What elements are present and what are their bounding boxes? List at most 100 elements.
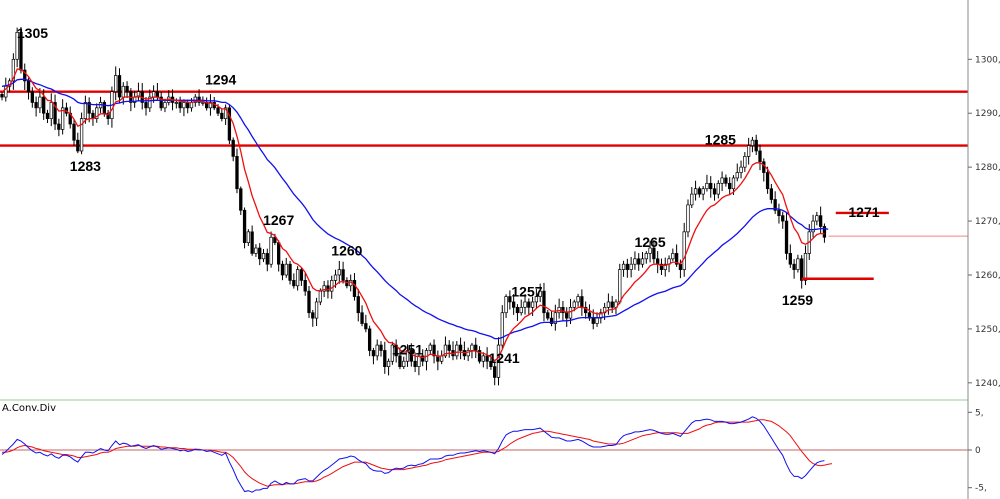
candle-body <box>538 290 542 297</box>
price-axis: 1300, 1290, 1280, 1270, 1260, 1250, 1240, 5, 0 -5… <box>968 55 1000 494</box>
candle-body <box>284 263 288 276</box>
candle-body <box>800 258 804 281</box>
candle-body <box>485 355 489 362</box>
candle-body <box>280 263 285 276</box>
candle-body <box>530 301 535 308</box>
candle-body <box>686 204 690 233</box>
candle-body <box>11 58 16 82</box>
candle-body <box>421 355 425 362</box>
candle-body <box>258 247 262 260</box>
candle-body <box>447 344 451 351</box>
candle-body <box>106 112 110 119</box>
candle-body <box>178 102 182 109</box>
candle-body <box>508 296 512 303</box>
candle-body <box>504 296 508 314</box>
candle-body <box>30 91 34 103</box>
indicator-panel <box>0 416 968 493</box>
candle-body <box>637 258 641 265</box>
candle-body <box>371 350 376 357</box>
candle-body <box>163 102 167 109</box>
candle-body <box>743 156 747 168</box>
candle-body <box>322 285 326 292</box>
indicator-axis-tick-label: -5, <box>975 484 987 494</box>
candle-body <box>216 107 220 114</box>
candle-body <box>318 290 323 303</box>
candle-body <box>739 166 743 173</box>
candle-body <box>648 247 652 254</box>
candle-body <box>576 296 580 303</box>
candle-body <box>53 102 57 125</box>
price-annotation: 1265 <box>635 234 666 250</box>
candle-body <box>777 209 781 217</box>
candle-body <box>549 317 554 324</box>
candle-body <box>815 215 819 222</box>
candle-body <box>326 285 330 292</box>
candle-body <box>527 301 531 308</box>
candle-body <box>375 344 379 357</box>
candle-body <box>697 188 702 195</box>
candle-body <box>223 107 228 119</box>
candle-body <box>481 355 485 362</box>
candle-body <box>26 80 31 93</box>
price-annotation: 1241 <box>489 350 520 366</box>
candle-body <box>758 150 762 163</box>
candle-body <box>818 215 823 227</box>
candle-body <box>728 182 732 190</box>
candle-body <box>72 123 76 141</box>
candle-body <box>333 274 338 281</box>
candle-body <box>95 107 99 119</box>
axis-tick-label: 1260, <box>975 271 1000 281</box>
candle-body <box>515 306 520 314</box>
candle-body <box>379 344 383 351</box>
candle-body <box>235 156 239 190</box>
candle-body <box>784 220 789 254</box>
candle-body <box>277 242 281 265</box>
candle-body <box>383 350 387 367</box>
candle-body <box>102 102 106 114</box>
candle-body <box>701 188 705 195</box>
candle-body <box>38 96 42 109</box>
candle-body <box>57 123 61 130</box>
candle-body <box>671 253 675 260</box>
candle-body <box>572 301 576 308</box>
candle-body <box>182 102 186 109</box>
candle-body <box>542 290 546 314</box>
candle-body <box>796 258 800 270</box>
indicator-axis-tick-label: 5, <box>975 408 984 418</box>
candle-body <box>477 350 482 362</box>
candle-body <box>83 102 88 119</box>
candle-body <box>288 263 292 281</box>
candle-body <box>773 199 777 211</box>
candle-body <box>735 172 739 179</box>
indicator-title: A.Conv.Div <box>2 403 56 414</box>
candle-body <box>227 107 232 141</box>
candle-body <box>269 236 273 265</box>
candle-body <box>239 188 243 211</box>
candle-body <box>220 112 224 119</box>
candle-body <box>705 182 709 190</box>
candle-body <box>443 344 448 357</box>
candle-body <box>151 91 156 98</box>
candle-body <box>565 312 569 319</box>
candle-body <box>0 94 4 98</box>
candle-body <box>754 139 758 152</box>
candle-body <box>60 107 65 130</box>
price-annotation: 1294 <box>205 71 236 87</box>
price-annotation: 1259 <box>782 292 813 308</box>
candle-body <box>114 75 118 93</box>
candle-body <box>189 102 194 109</box>
candle-body <box>781 215 785 222</box>
candle-body <box>250 231 254 254</box>
candle-body <box>432 344 436 357</box>
candle-body <box>500 312 504 346</box>
candle-body <box>246 231 251 243</box>
candle-body <box>709 182 713 190</box>
candle-body <box>231 139 235 157</box>
candle-body <box>466 350 470 357</box>
candle-body <box>159 96 163 109</box>
candle-body <box>716 182 720 195</box>
candle-body <box>803 253 808 281</box>
candle-body <box>242 209 247 243</box>
candle-body <box>511 301 516 308</box>
candle-body <box>311 312 315 319</box>
